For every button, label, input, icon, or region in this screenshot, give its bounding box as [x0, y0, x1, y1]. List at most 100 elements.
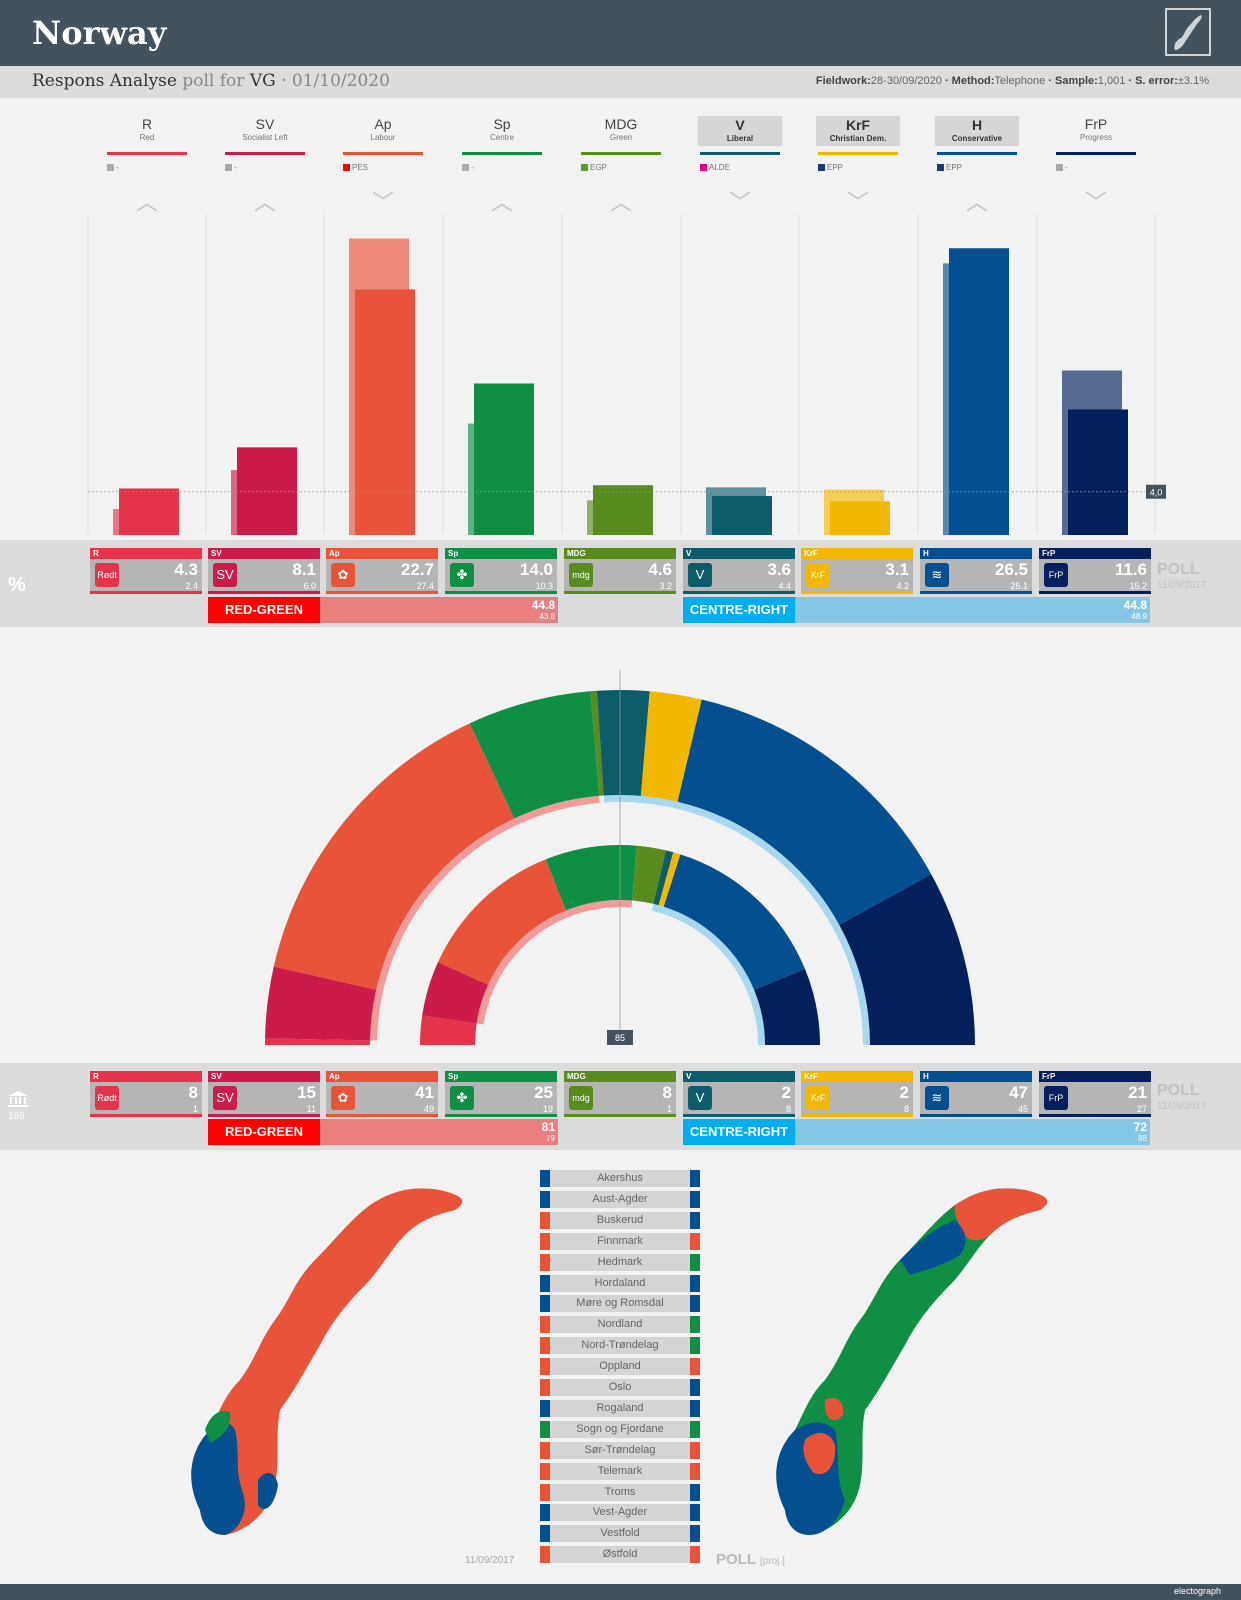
card-color-underline: [208, 591, 320, 594]
poll-meta: Fieldwork:28-30/09/2020 · Method:Telepho…: [816, 75, 1209, 87]
card-party-tab: FrP: [1039, 548, 1151, 559]
region-poll-color: [690, 1420, 700, 1438]
bar-poll-h: [949, 248, 1009, 535]
region-row: Rogaland: [540, 1399, 700, 1417]
red-green-label: RED-GREEN: [208, 1119, 320, 1145]
region-row: Troms: [540, 1483, 700, 1501]
region-name: Sogn og Fjordane: [576, 1422, 664, 1435]
region-2017-color: [540, 1504, 550, 1522]
region-poll-color: [690, 1295, 700, 1313]
region-row: Aust-Agder: [540, 1190, 700, 1208]
region-name: Oslo: [608, 1381, 632, 1393]
outer-seg-r: [265, 1038, 371, 1045]
percent-value: 22.7: [400, 560, 434, 579]
region-row: Sogn og Fjordane: [540, 1420, 700, 1438]
region-poll-color: [690, 1504, 700, 1522]
region-name: Hordaland: [594, 1276, 646, 1289]
percent-value: 8.1: [292, 560, 316, 579]
euro-group-swatch: [1056, 164, 1063, 172]
method-value: Telephone: [994, 75, 1046, 87]
party-full-name: Liberal: [726, 134, 754, 143]
percent-card-mdg: MDG mdg 4.6 3.2: [564, 548, 676, 594]
seat-card-sv: SV SV 15 11: [208, 1071, 320, 1117]
region-poll-color: [690, 1232, 700, 1250]
pollster-name: Respons Analyse: [32, 71, 177, 91]
card-party-tab: Sp: [445, 548, 557, 559]
poll-date: · 01/10/2020: [281, 71, 390, 91]
party-abbr: SV: [255, 116, 275, 132]
region-2017-color: [540, 1232, 550, 1250]
inner-seg-sv: [422, 962, 489, 1024]
euro-group: PES: [343, 163, 368, 172]
region-row: Østfold: [540, 1546, 700, 1564]
threshold-badge: [1146, 484, 1166, 499]
seat-card-krf: KrF KrF 2 8: [801, 1071, 913, 1117]
page-footer: electograph: [0, 1584, 1241, 1600]
centre-right-value: 44.8: [1123, 598, 1147, 612]
hoyre-logo-icon: ≋: [925, 563, 949, 587]
region-poll-color: [690, 1170, 700, 1187]
card-color-underline: [1039, 591, 1151, 594]
party-abbr: Ap: [374, 116, 392, 132]
percent-previous-value: 27.4: [416, 581, 434, 591]
region-row: Sør-Trøndelag: [540, 1441, 700, 1459]
error-value: ±3.1%: [1177, 75, 1209, 87]
region-2017-color: [540, 1441, 550, 1459]
party-header-mdg: MDG Green: [579, 116, 663, 142]
card-color-underline: [564, 591, 676, 594]
region-2017-color: [540, 1462, 550, 1480]
party-header-krf: KrF Christian Dem.: [816, 116, 900, 146]
outer-seg-frp: [839, 874, 975, 1045]
inner-seg-h: [663, 854, 805, 990]
outer-seg-sv: [265, 966, 377, 1041]
percent-value: 11.6: [1114, 560, 1147, 579]
star-icon: Rødt: [95, 1086, 119, 1110]
seat-value: 25: [534, 1083, 553, 1102]
percent-card-krf: KrF KrF 3.1 4.2: [801, 548, 913, 594]
region-poll-color: [690, 1337, 700, 1355]
rose-icon: ✿: [331, 563, 355, 587]
seat-value: 2: [781, 1083, 791, 1102]
euro-group-swatch: [462, 164, 469, 172]
euro-group-label: -: [1065, 163, 1068, 172]
party-color-line: [1056, 152, 1136, 155]
party-full-name: Green: [609, 133, 633, 142]
region-row: Akershus: [540, 1170, 700, 1187]
card-color-underline: [920, 591, 1032, 594]
seat-previous-value: 8: [903, 1104, 909, 1114]
card-color-underline: [564, 1114, 676, 1117]
euro-group-swatch: [107, 164, 114, 172]
party-abbr: H: [971, 117, 983, 133]
party-abbr: Sp: [493, 116, 511, 132]
region-2017-color: [540, 1379, 550, 1396]
inner-seg-ap: [438, 859, 567, 985]
region-row: Vest-Agder: [540, 1504, 700, 1522]
threshold-label: 4,0: [1150, 488, 1163, 498]
euro-group: -: [462, 163, 474, 172]
party-color-line: [581, 152, 661, 155]
region-row: Oslo: [540, 1379, 700, 1396]
party-color-line: [937, 152, 1017, 155]
percent-value: 4.6: [648, 560, 672, 579]
centre-right-previous: 48.9: [1131, 612, 1147, 621]
percent-previous-value: 10.3: [535, 581, 553, 591]
card-color-underline: [801, 591, 913, 594]
map-2017-date: 11/09/2017: [465, 1555, 515, 1566]
party-abbr: V: [735, 117, 745, 133]
percent-previous-value: 25.1: [1010, 581, 1028, 591]
chevron-down-icon: ﹀: [846, 190, 869, 215]
sv-logo-icon: SV: [213, 563, 237, 587]
chevron-down-icon: ﹀: [728, 190, 751, 215]
krf-logo-icon: KrF: [806, 1086, 830, 1110]
region-2017-color: [540, 1190, 550, 1208]
region-row: Telemark: [540, 1462, 700, 1480]
percent-card-ap: Ap ✿ 22.7 27.4: [326, 548, 438, 594]
region-name: Nordland: [597, 1318, 643, 1331]
euro-group-label: -: [471, 163, 474, 172]
region-name: Oppland: [599, 1360, 641, 1373]
inner-seg-frp: [754, 968, 820, 1045]
seat-value: 8: [188, 1083, 198, 1102]
seat-value: 41: [415, 1083, 434, 1102]
bar-chart: 4,0: [87, 215, 1166, 535]
inner-seg-r: [420, 1015, 477, 1045]
